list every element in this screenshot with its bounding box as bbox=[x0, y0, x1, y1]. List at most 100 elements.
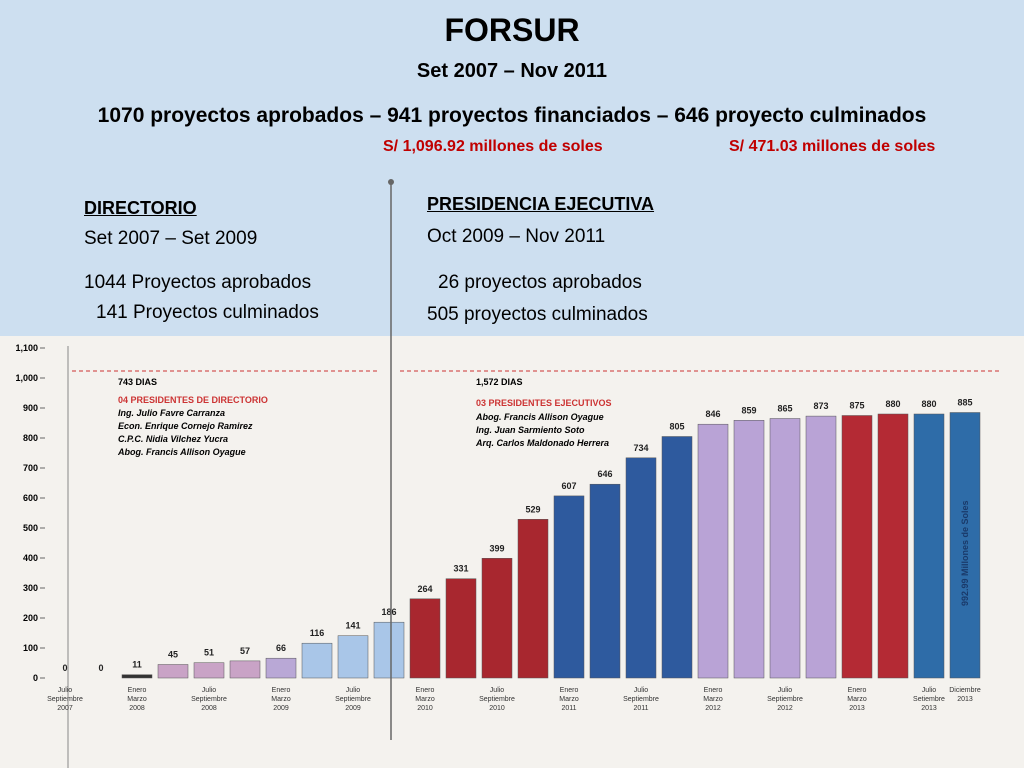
value-label: 51 bbox=[204, 648, 214, 658]
value-label: 331 bbox=[453, 564, 468, 574]
annotation: Ing. Juan Sarmiento Soto bbox=[476, 425, 585, 435]
value-label: 399 bbox=[489, 543, 504, 553]
x-tick-label: Enero Marzo 2013 bbox=[847, 687, 867, 712]
amount: S/ 1,096.92 millones de soles bbox=[383, 138, 603, 155]
x-tick-label: Enero Marzo 2011 bbox=[559, 687, 579, 712]
bar bbox=[229, 660, 261, 679]
text: 141 Proyectos culminados bbox=[96, 302, 319, 323]
annotation: Abog. Francis Allison Oyague bbox=[475, 412, 604, 422]
bar bbox=[157, 664, 189, 679]
chart-area: 0 100 200 300 400 500 600 700 800 900 1,000 1,100 0 0… bbox=[0, 336, 1024, 768]
value-label: 859 bbox=[741, 405, 756, 415]
y-tick-label: 900 bbox=[23, 403, 38, 413]
bar bbox=[121, 674, 153, 679]
x-tick-label: Julio Septiembre 2012 bbox=[767, 687, 803, 712]
y-tick-label: 1,100 bbox=[15, 343, 38, 353]
annotation: C.P.C. Nidia Vilchez Yucra bbox=[118, 434, 228, 444]
annotation: Abog. Francis Allison Oyague bbox=[117, 447, 246, 457]
y-tick-label: 100 bbox=[23, 643, 38, 653]
header-band bbox=[0, 0, 1024, 336]
bar bbox=[733, 420, 765, 679]
bar bbox=[913, 413, 945, 679]
y-tick-label: 0 bbox=[33, 673, 38, 683]
y-tick-label: 1,000 bbox=[15, 373, 38, 383]
value-label: 875 bbox=[849, 401, 864, 411]
annotation: 743 DIAS bbox=[118, 377, 157, 387]
y-tick-label: 400 bbox=[23, 553, 38, 563]
value-label: 0 bbox=[98, 663, 103, 673]
y-tick-label: 700 bbox=[23, 463, 38, 473]
text: 505 proyectos culminados bbox=[427, 304, 648, 325]
bar bbox=[949, 412, 981, 679]
bar bbox=[337, 635, 369, 679]
value-label: 45 bbox=[168, 650, 178, 660]
bar bbox=[625, 457, 657, 679]
value-label: 865 bbox=[777, 404, 792, 414]
heading: PRESIDENCIA EJECUTIVA bbox=[427, 194, 655, 214]
x-tick-label: Diciembre 2013 bbox=[949, 687, 981, 703]
bar bbox=[265, 657, 297, 679]
title: FORSUR bbox=[444, 12, 580, 48]
x-tick-label: Julio Septiembre 2009 bbox=[335, 687, 371, 712]
x-tick-label: Julio Septiembre 2008 bbox=[191, 687, 227, 712]
y-tick-label: 800 bbox=[23, 433, 38, 443]
text: 26 proyectos aprobados bbox=[438, 272, 642, 293]
value-label: 529 bbox=[525, 504, 540, 514]
bar bbox=[373, 621, 405, 679]
value-label: 846 bbox=[705, 409, 720, 419]
annotation: Arq. Carlos Maldonado Herrera bbox=[475, 438, 609, 448]
y-tick-label: 500 bbox=[23, 523, 38, 533]
bar bbox=[301, 642, 333, 679]
value-label: 264 bbox=[417, 584, 432, 594]
value-label: 141 bbox=[345, 621, 360, 631]
bar bbox=[481, 558, 513, 679]
text: Oct 2009 – Nov 2011 bbox=[427, 226, 606, 247]
bar bbox=[877, 413, 909, 679]
annotation: Ing. Julio Favre Carranza bbox=[118, 408, 225, 418]
value-label: 57 bbox=[240, 646, 250, 656]
bar bbox=[841, 415, 873, 679]
x-tick-label: Enero Marzo 2012 bbox=[703, 687, 723, 712]
x-tick-label: Julio Septiembre 2011 bbox=[623, 687, 659, 712]
x-tick-label: Julio Setiembre 2013 bbox=[913, 687, 945, 712]
x-tick-label: Julio Septiembre 2007 bbox=[47, 687, 83, 712]
bar bbox=[661, 436, 693, 679]
period: Set 2007 – Nov 2011 bbox=[416, 60, 608, 82]
chart: 0 100 200 300 400 500 600 700 800 900 1,000 1,100 0 0… bbox=[15, 343, 1000, 768]
x-tick-label: Enero Marzo 2010 bbox=[415, 687, 435, 712]
value-label: 116 bbox=[310, 628, 325, 638]
value-label: 885 bbox=[957, 398, 972, 408]
annotation: 992.99 Millones de Soles bbox=[960, 500, 970, 606]
value-label: 646 bbox=[597, 469, 612, 479]
y-tick-label: 200 bbox=[23, 613, 38, 623]
value-label: 873 bbox=[813, 401, 828, 411]
annotation: 1,572 DIAS bbox=[476, 377, 523, 387]
value-label: 734 bbox=[633, 443, 648, 453]
bar bbox=[553, 495, 585, 679]
value-label: 805 bbox=[669, 422, 684, 432]
y-tick-label: 600 bbox=[23, 493, 38, 503]
value-label: 880 bbox=[921, 399, 936, 409]
text: Set 2007 – Set 2009 bbox=[84, 228, 258, 249]
summary: 1070 proyectos aprobados – 941 proyectos… bbox=[97, 104, 927, 127]
bar bbox=[769, 418, 801, 679]
value-label: 186 bbox=[381, 607, 396, 617]
value-label: 11 bbox=[132, 660, 142, 670]
x-tick-label: Enero Marzo 2009 bbox=[271, 687, 291, 712]
value-label: 0 bbox=[62, 663, 67, 673]
value-label: 607 bbox=[561, 481, 576, 491]
text: 1044 Proyectos aprobados bbox=[84, 272, 312, 293]
bar bbox=[517, 519, 549, 679]
x-tick-label: Julio Septiembre 2010 bbox=[479, 687, 515, 712]
annotation: Econ. Enrique Cornejo Ramirez bbox=[118, 421, 253, 431]
amount: S/ 471.03 millones de soles bbox=[729, 138, 936, 155]
value-label: 880 bbox=[885, 399, 900, 409]
bar bbox=[445, 578, 477, 679]
annotation: 04 PRESIDENTES DE DIRECTORIO bbox=[118, 395, 268, 405]
bar bbox=[193, 662, 225, 679]
bar bbox=[697, 423, 729, 679]
value-label: 66 bbox=[276, 643, 286, 653]
heading: DIRECTORIO bbox=[84, 198, 197, 218]
annotation: 03 PRESIDENTES EJECUTIVOS bbox=[476, 398, 612, 408]
